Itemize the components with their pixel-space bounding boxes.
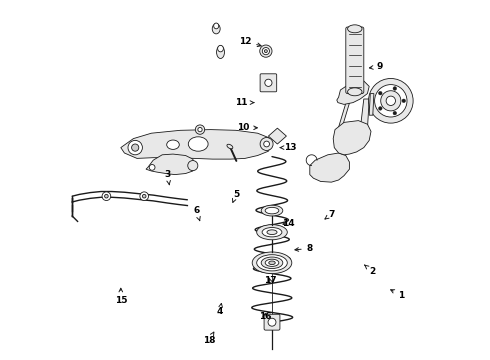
Polygon shape — [269, 128, 286, 144]
Circle shape — [393, 87, 396, 90]
Text: 2: 2 — [365, 265, 376, 276]
Circle shape — [128, 140, 143, 155]
FancyBboxPatch shape — [260, 74, 277, 92]
Ellipse shape — [167, 140, 179, 149]
Polygon shape — [146, 154, 195, 175]
Text: 10: 10 — [237, 123, 257, 132]
Ellipse shape — [265, 207, 279, 214]
Ellipse shape — [227, 144, 233, 149]
Ellipse shape — [265, 50, 268, 53]
Ellipse shape — [261, 257, 283, 269]
Circle shape — [378, 91, 382, 95]
Ellipse shape — [262, 228, 282, 237]
Circle shape — [393, 111, 396, 115]
Text: 11: 11 — [235, 98, 254, 107]
Polygon shape — [369, 94, 374, 115]
Ellipse shape — [218, 45, 223, 52]
Polygon shape — [360, 99, 369, 130]
Circle shape — [381, 91, 401, 111]
Circle shape — [265, 79, 272, 86]
Circle shape — [104, 194, 108, 198]
Circle shape — [102, 192, 111, 201]
Ellipse shape — [214, 23, 219, 29]
Ellipse shape — [347, 25, 362, 33]
Text: 1: 1 — [391, 290, 405, 300]
Ellipse shape — [261, 205, 283, 216]
Circle shape — [198, 127, 202, 132]
Text: 15: 15 — [115, 288, 127, 305]
Text: 18: 18 — [203, 332, 215, 345]
Circle shape — [260, 138, 273, 150]
Circle shape — [386, 96, 395, 105]
Ellipse shape — [188, 137, 208, 151]
Text: 8: 8 — [295, 244, 313, 253]
Text: 9: 9 — [369, 62, 383, 71]
FancyBboxPatch shape — [264, 314, 280, 330]
Circle shape — [140, 192, 148, 201]
Ellipse shape — [212, 24, 220, 34]
Text: 5: 5 — [232, 190, 239, 202]
Text: 12: 12 — [239, 37, 261, 46]
Text: 6: 6 — [193, 206, 200, 221]
Ellipse shape — [257, 255, 287, 271]
Circle shape — [143, 194, 146, 198]
Circle shape — [368, 78, 413, 123]
Polygon shape — [338, 97, 351, 130]
Polygon shape — [333, 121, 371, 155]
Text: 3: 3 — [165, 170, 171, 185]
Ellipse shape — [260, 45, 272, 57]
Ellipse shape — [268, 318, 276, 326]
Text: 17: 17 — [264, 276, 276, 285]
Ellipse shape — [267, 230, 277, 235]
Ellipse shape — [257, 225, 287, 240]
Polygon shape — [337, 81, 369, 104]
Ellipse shape — [252, 252, 292, 274]
Circle shape — [402, 99, 406, 103]
Ellipse shape — [269, 261, 275, 265]
Circle shape — [149, 165, 155, 170]
Circle shape — [188, 161, 198, 171]
Text: 13: 13 — [280, 143, 296, 152]
Text: 7: 7 — [325, 210, 335, 219]
Circle shape — [132, 144, 139, 151]
Text: 14: 14 — [282, 219, 294, 228]
Ellipse shape — [347, 88, 362, 96]
FancyBboxPatch shape — [346, 27, 364, 94]
Text: 4: 4 — [217, 303, 223, 316]
Ellipse shape — [262, 48, 270, 55]
Polygon shape — [121, 130, 272, 159]
Ellipse shape — [217, 46, 224, 58]
Text: 16: 16 — [259, 312, 271, 321]
Circle shape — [196, 125, 205, 134]
Ellipse shape — [265, 259, 279, 266]
Circle shape — [374, 85, 407, 117]
Polygon shape — [310, 153, 349, 182]
Circle shape — [264, 141, 270, 147]
Circle shape — [378, 107, 382, 110]
